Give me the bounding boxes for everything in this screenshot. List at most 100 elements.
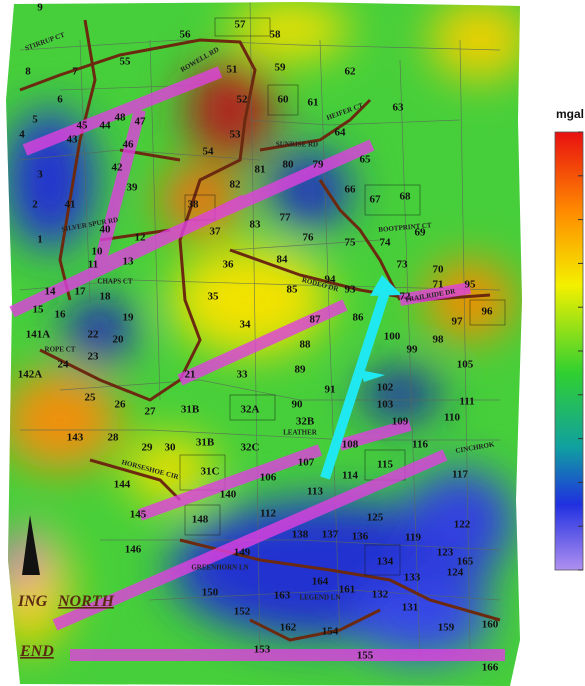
parcel-label: 99 bbox=[407, 344, 419, 356]
parcel-label: 15 bbox=[33, 304, 45, 316]
parcel-label: 137 bbox=[322, 529, 339, 541]
parcel-label: 3 bbox=[37, 169, 43, 181]
parcel-label: 17 bbox=[75, 286, 87, 298]
parcel-label: 100 bbox=[384, 331, 401, 343]
parcel-label: 56 bbox=[180, 29, 192, 41]
parcel-label: 74 bbox=[380, 237, 392, 249]
parcel-label: 32C bbox=[241, 442, 260, 454]
parcel-label: 25 bbox=[85, 392, 97, 404]
parcel-label: 150 bbox=[202, 587, 219, 599]
color-scale: mgal bbox=[555, 107, 584, 570]
parcel-label: 86 bbox=[353, 312, 365, 324]
parcel-label: 146 bbox=[125, 544, 142, 556]
parcel-label: 54 bbox=[203, 146, 215, 158]
parcel-label: 136 bbox=[352, 531, 369, 543]
parcel-label: 84 bbox=[277, 254, 289, 266]
parcel-label: 53 bbox=[230, 129, 242, 141]
parcel-label: 79 bbox=[313, 159, 325, 171]
parcel-label: 60 bbox=[278, 94, 290, 106]
parcel-label: 11 bbox=[88, 259, 98, 271]
parcel-label: 89 bbox=[295, 364, 307, 376]
parcel-label: 143 bbox=[67, 432, 84, 444]
parcel-label: 76 bbox=[303, 232, 315, 244]
parcel-label: 82 bbox=[230, 179, 242, 191]
parcel-label: 22 bbox=[88, 329, 100, 341]
parcel-label: 19 bbox=[123, 312, 135, 324]
parcel-label: 28 bbox=[108, 432, 120, 444]
parcel-label: 119 bbox=[405, 532, 421, 544]
parcel-label: 95 bbox=[465, 279, 477, 291]
parcel-label: 107 bbox=[298, 457, 315, 469]
parcel-label: 44 bbox=[100, 120, 112, 132]
parcel-label: 123 bbox=[437, 547, 454, 559]
parcel-label: 153 bbox=[254, 644, 271, 656]
parcel-label: 161 bbox=[339, 584, 356, 596]
parcel-label: 30 bbox=[165, 442, 177, 454]
road-label: GREENHORN LN bbox=[191, 564, 248, 572]
parcel-label: 154 bbox=[322, 626, 339, 638]
parcel-label: 9 bbox=[37, 2, 43, 14]
parcel-label: 33 bbox=[237, 369, 249, 381]
parcel-label: 110 bbox=[444, 412, 460, 424]
parcel-label: 31B bbox=[181, 404, 200, 416]
parcel-label: 152 bbox=[234, 606, 251, 618]
parcel-label: 155 bbox=[357, 650, 374, 662]
parcel-label: 66 bbox=[345, 184, 357, 196]
parcel-label: 61 bbox=[308, 97, 319, 109]
parcel-label: 122 bbox=[454, 519, 471, 531]
parcel-label: 93 bbox=[345, 284, 357, 296]
road-label: CHAPS CT bbox=[97, 278, 133, 286]
parcel-label: 16 bbox=[55, 309, 67, 321]
parcel-label: 4 bbox=[19, 129, 25, 141]
parcel-label: 46 bbox=[123, 139, 135, 151]
parcel-label: 58 bbox=[270, 29, 282, 41]
parcel-label: 45 bbox=[77, 120, 89, 132]
parcel-label: 18 bbox=[100, 291, 112, 303]
parcel-label: 62 bbox=[345, 66, 357, 78]
parcel-label: 41 bbox=[65, 199, 76, 211]
parcel-label: 55 bbox=[120, 56, 132, 68]
parcel-label: 106 bbox=[260, 472, 277, 484]
parcel-label: 1 bbox=[37, 234, 43, 246]
parcel-label: 108 bbox=[342, 439, 359, 451]
parcel-label: 8 bbox=[25, 66, 31, 78]
parcel-label: 52 bbox=[237, 94, 249, 106]
parcel-label: 148 bbox=[192, 514, 209, 526]
parcel-label: 163 bbox=[274, 590, 291, 602]
road-label: SUNRISE RD bbox=[276, 141, 318, 149]
parcel-label: 102 bbox=[377, 382, 394, 394]
parcel-label: 87 bbox=[310, 314, 322, 326]
road-label: ROPE CT bbox=[45, 346, 76, 354]
parcel-label: 112 bbox=[260, 508, 276, 520]
parcel-label: 29 bbox=[142, 442, 154, 454]
parcel-label: 138 bbox=[292, 529, 309, 541]
parcel-label: 159 bbox=[438, 622, 455, 634]
parcel-label: 32A bbox=[241, 404, 260, 416]
parcel-label: 32B bbox=[296, 416, 315, 428]
parcel-label: 96 bbox=[482, 306, 494, 318]
parcel-label: 13 bbox=[123, 256, 135, 268]
parcel-label: 144 bbox=[114, 479, 131, 491]
parcel-label: 48 bbox=[115, 112, 127, 124]
parcel-label: 23 bbox=[88, 351, 100, 363]
parcel-label: 75 bbox=[345, 237, 357, 249]
parcel-label: 90 bbox=[292, 399, 304, 411]
parcel-label: 36 bbox=[223, 259, 235, 271]
parcel-label: 81 bbox=[255, 164, 266, 176]
parcel-label: 5 bbox=[32, 114, 38, 126]
parcel-label: 57 bbox=[235, 19, 247, 31]
parcel-label: 160 bbox=[482, 619, 499, 631]
parcel-label: 10 bbox=[92, 246, 104, 258]
parcel-label: 85 bbox=[287, 284, 299, 296]
parcel-label: 14 bbox=[45, 286, 57, 298]
parcel-label: 27 bbox=[145, 406, 157, 418]
parcel-label: 77 bbox=[280, 212, 292, 224]
parcel-label: 133 bbox=[404, 572, 421, 584]
parcel-label: 68 bbox=[400, 191, 412, 203]
road-label: LEGEND LN bbox=[299, 594, 340, 602]
map-label: END bbox=[19, 643, 54, 660]
parcel-label: 12 bbox=[135, 232, 147, 244]
parcel-label: 125 bbox=[367, 512, 384, 524]
map-label: NORTH bbox=[57, 593, 115, 610]
parcel-label: 70 bbox=[433, 264, 445, 276]
